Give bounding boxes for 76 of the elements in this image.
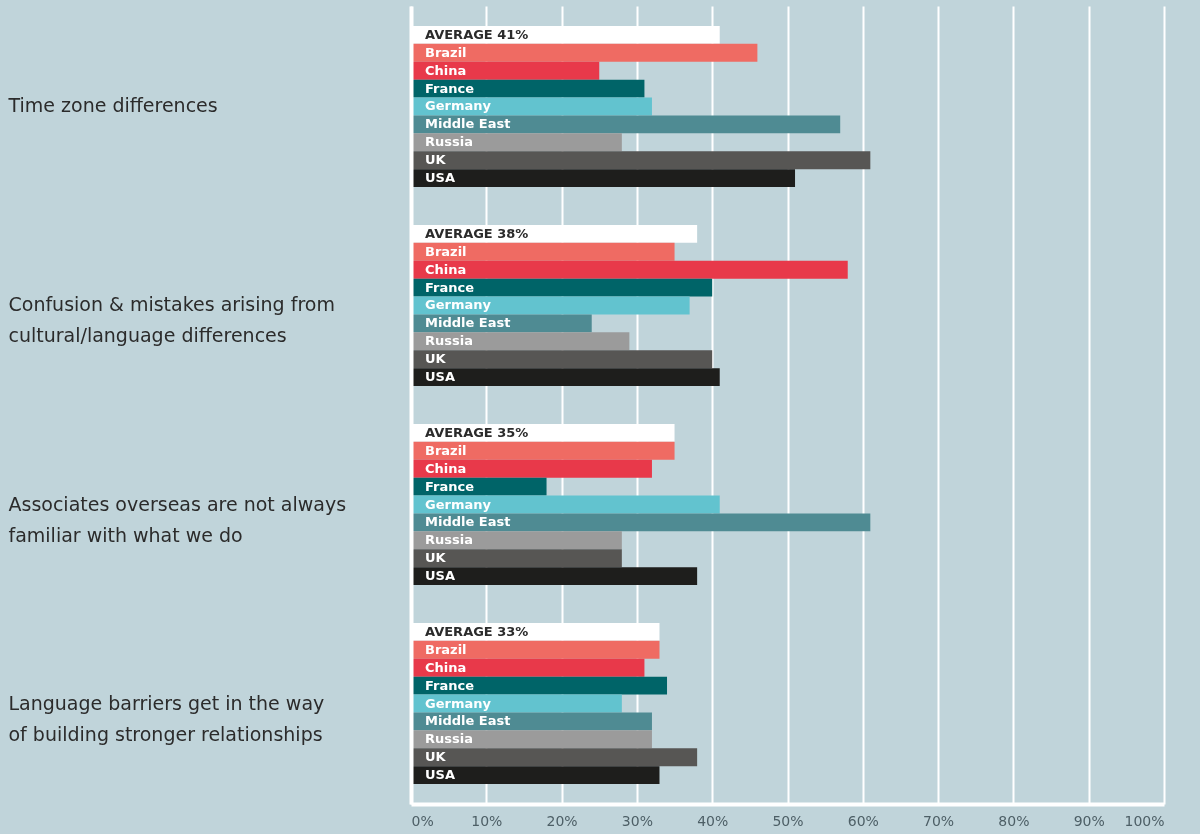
bar bbox=[411, 350, 713, 369]
bar bbox=[411, 133, 622, 152]
series-label: Middle East bbox=[425, 514, 511, 530]
x-tick-label: 70% bbox=[923, 812, 955, 829]
x-tick-label: 100% bbox=[1124, 812, 1165, 829]
bar bbox=[411, 549, 622, 568]
text: Brazil bbox=[425, 442, 467, 458]
series-label: UK bbox=[425, 550, 447, 566]
text: USA bbox=[425, 767, 455, 783]
bar bbox=[411, 43, 758, 62]
bar bbox=[411, 730, 652, 749]
text: USA bbox=[425, 369, 455, 385]
x-tick-label: 40% bbox=[697, 812, 729, 829]
series-label: China bbox=[425, 659, 467, 675]
bar bbox=[411, 766, 660, 785]
bar bbox=[411, 260, 848, 279]
text: Germany bbox=[425, 98, 491, 114]
bar bbox=[411, 151, 871, 170]
y-tick-label: Confusion & mistakes arising from cultural/language differences bbox=[8, 293, 335, 347]
text: France bbox=[425, 80, 475, 96]
y-tick-label: Time zone differences bbox=[7, 94, 218, 117]
bar bbox=[411, 242, 675, 261]
bar bbox=[411, 531, 622, 550]
bar bbox=[411, 459, 652, 478]
series-label: Brazil bbox=[425, 641, 467, 657]
bar bbox=[411, 567, 698, 586]
bar bbox=[411, 278, 713, 297]
y-tick-label: Associates overseas are not always familiar with what we do bbox=[8, 492, 347, 546]
bar bbox=[411, 79, 645, 98]
x-tick-label: 30% bbox=[621, 812, 653, 829]
text: USA bbox=[425, 170, 455, 186]
text: Brazil bbox=[425, 243, 467, 259]
text: France bbox=[425, 677, 475, 693]
text: Russia bbox=[425, 333, 473, 349]
text: AVERAGE 41% bbox=[425, 26, 529, 42]
text: China bbox=[425, 460, 467, 476]
text: Middle East bbox=[425, 116, 511, 132]
series-label: Russia bbox=[425, 532, 473, 548]
text: AVERAGE 33% bbox=[425, 623, 529, 639]
x-tick-label: 50% bbox=[772, 812, 804, 829]
bar bbox=[411, 169, 796, 188]
text: Russia bbox=[425, 134, 473, 150]
bar bbox=[411, 513, 871, 532]
text: Middle East bbox=[425, 713, 511, 729]
bar bbox=[411, 748, 698, 767]
bar bbox=[411, 441, 675, 460]
bar bbox=[411, 61, 600, 80]
text: China bbox=[425, 261, 467, 277]
text: Germany bbox=[425, 297, 491, 313]
series-label: France bbox=[425, 478, 475, 494]
x-tick-label: 0% bbox=[411, 812, 434, 829]
text: AVERAGE 35% bbox=[425, 424, 529, 440]
bar bbox=[411, 640, 660, 659]
text: AVERAGE 38% bbox=[425, 225, 529, 241]
bar bbox=[411, 115, 841, 134]
text: UK bbox=[425, 152, 446, 168]
x-tick-label: 10% bbox=[471, 812, 503, 829]
bar bbox=[411, 332, 630, 351]
text: UK bbox=[425, 749, 446, 765]
y-tick-label: Language barriers get in the way of building stronger relationships bbox=[8, 691, 325, 745]
series-label: USA bbox=[425, 568, 455, 584]
text: Middle East bbox=[425, 315, 511, 331]
x-tick-label: 60% bbox=[847, 812, 879, 829]
bar bbox=[411, 368, 720, 387]
x-tick-label: 80% bbox=[998, 812, 1030, 829]
text: China bbox=[425, 62, 467, 78]
x-tick-label: 20% bbox=[546, 812, 578, 829]
text: Germany bbox=[425, 695, 491, 711]
text: Brazil bbox=[425, 44, 467, 60]
bar bbox=[411, 658, 645, 677]
text: Russia bbox=[425, 731, 473, 747]
text: France bbox=[425, 279, 475, 295]
bar bbox=[411, 676, 668, 695]
series-label: Germany bbox=[425, 496, 492, 512]
text: UK bbox=[425, 351, 446, 367]
x-tick-label: 90% bbox=[1073, 812, 1105, 829]
